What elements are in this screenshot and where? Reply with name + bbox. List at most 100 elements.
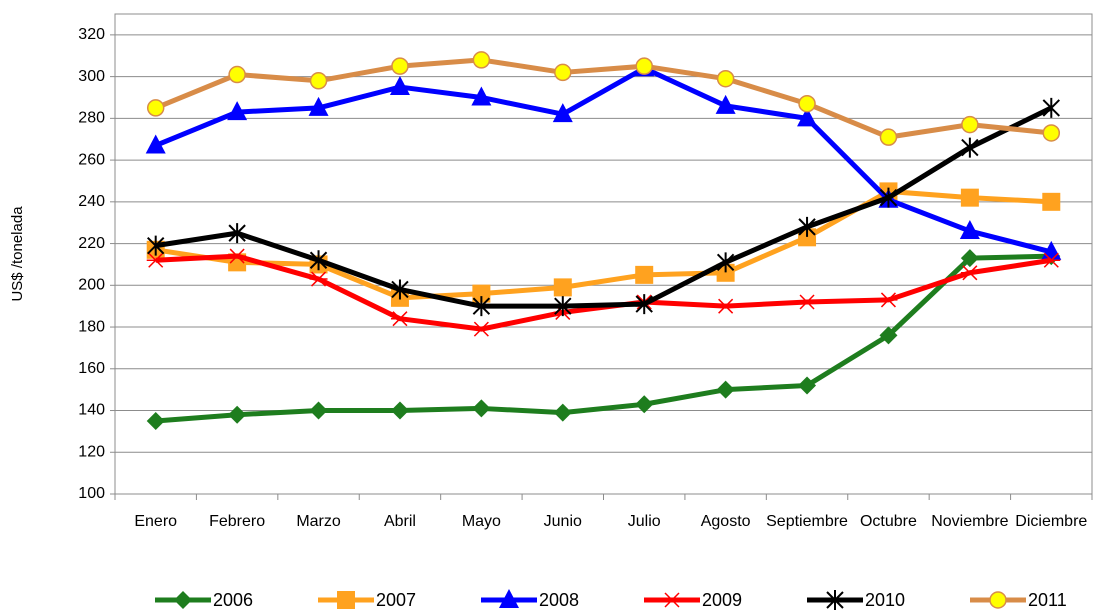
x-tick-label: Mayo [462,513,501,530]
marker [228,405,247,424]
y-tick-label: 320 [78,26,105,43]
marker [635,395,654,414]
marker [472,284,491,303]
marker [716,380,735,399]
y-tick-label: 240 [78,193,105,210]
y-tick-label: 180 [78,318,105,335]
marker [337,591,355,609]
marker [960,265,979,281]
marker [472,321,491,337]
legend-item: 2007 [318,590,416,610]
marker [959,220,980,240]
y-tick-label: 200 [78,277,105,294]
marker [797,107,818,127]
marker [1042,97,1060,118]
marker [879,187,898,208]
marker [826,590,844,610]
marker [472,399,491,418]
x-tick-label: Enero [134,513,177,530]
marker [635,265,654,284]
marker [228,223,246,244]
y-tick-label: 140 [78,402,105,419]
marker [227,101,248,121]
series-line [155,253,1052,424]
plot-area [114,13,1093,495]
legend-item: 2010 [807,590,905,610]
marker [309,72,328,90]
x-tick-label: Septiembre [766,513,848,530]
marker [390,311,409,327]
marker [554,63,572,82]
marker [960,249,979,268]
series-line [155,253,1052,332]
marker [798,376,817,395]
series-line [154,65,1052,255]
legend-label: 2008 [539,590,579,610]
legend-item: 2006 [155,590,253,610]
marker [471,86,492,106]
legend-item: 2009 [644,590,742,610]
marker [798,216,816,237]
marker [391,57,409,75]
marker [798,294,817,310]
marker [309,401,328,420]
y-tick-label: 300 [78,68,105,85]
marker [635,294,653,315]
marker [390,401,409,420]
y-tick-label: 220 [78,235,105,252]
x-tick-label: Agosto [701,513,751,530]
y-tick-label: 260 [78,151,105,168]
marker [798,94,816,113]
y-tick-label: 280 [78,110,105,127]
marker [716,69,735,88]
marker [472,51,491,69]
x-tick-label: Marzo [296,513,341,530]
series-line [155,105,1053,309]
marker [1042,192,1061,211]
y-tick-label: 120 [78,443,105,460]
legend-label: 2009 [702,590,742,610]
marker [499,589,519,608]
marker [472,296,491,317]
marker [961,137,979,158]
marker [879,292,898,308]
marker [308,96,329,116]
y-tick-label: 100 [78,485,105,502]
marker [147,235,165,256]
marker [228,65,246,84]
marker [309,250,328,271]
marker [798,228,817,247]
x-tick-label: Abril [384,513,416,530]
y-axis-label: US$ /tonelada [9,206,26,302]
x-tick-label: Febrero [209,513,265,530]
marker [989,591,1007,609]
marker [716,252,735,273]
series-line [154,57,1052,140]
x-tick-label: Junio [544,513,582,530]
x-tick-label: Diciembre [1015,513,1087,530]
x-tick-label: Noviembre [931,513,1008,530]
marker [716,298,735,314]
marker [146,99,165,117]
marker [146,252,165,268]
marker [635,57,653,75]
x-tick-label: Octubre [860,513,917,530]
marker [174,591,192,609]
marker [879,128,898,146]
legend-item: 2008 [481,589,579,610]
marker [228,248,247,264]
marker [663,592,681,608]
marker [715,94,736,114]
marker [389,76,410,96]
legend-label: 2010 [865,590,905,610]
marker [553,278,572,297]
legend-item: 2011 [970,590,1067,610]
marker [145,134,166,154]
marker [391,279,409,300]
legend-label: 2006 [213,590,253,610]
marker [554,296,572,317]
marker [960,188,979,207]
legend-label: 2007 [376,590,416,610]
marker [1042,252,1061,268]
